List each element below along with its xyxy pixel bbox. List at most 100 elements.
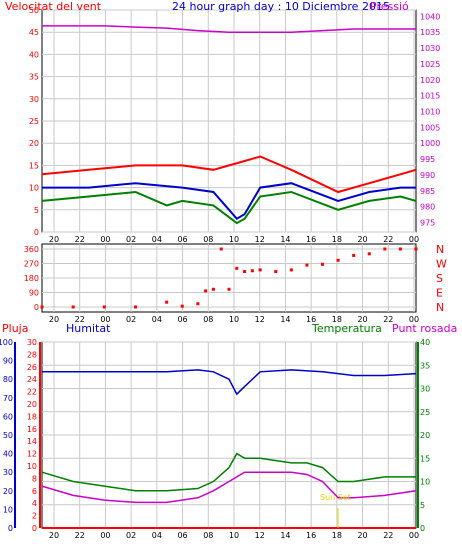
rain-y-tick: 22 (27, 388, 37, 397)
temperature-series (41, 452, 416, 492)
rain-label: Pluja (2, 322, 28, 335)
direction-point (336, 258, 340, 262)
direction-point (243, 270, 247, 274)
direction-point (367, 252, 371, 256)
x-tick-label: 12 (255, 531, 265, 540)
x-tick-label: 12 (255, 235, 265, 244)
direction-point (71, 305, 75, 309)
temperature-y-tick: 5 (420, 501, 425, 510)
direction-point (398, 247, 402, 251)
rain-y-tick: 26 (27, 363, 37, 372)
direction-point (321, 262, 324, 266)
pressure-y-tick: 1035 (420, 28, 440, 37)
x-tick-label: 18 (332, 235, 342, 244)
pressure-label: Pressió (370, 0, 409, 13)
x-tick-label: 20 (49, 315, 59, 324)
direction-point (274, 270, 278, 274)
humidity-y-tick: 60 (3, 412, 13, 421)
direction-point (383, 247, 387, 251)
direction-point (40, 305, 44, 309)
wind-y-tick: 50 (29, 6, 39, 15)
humidity-label: Humitat (66, 322, 111, 335)
x-tick-label: 08 (203, 531, 213, 540)
pressure-y-tick: 1005 (420, 123, 440, 132)
rain-y-tick: 12 (27, 450, 37, 459)
direction-point (352, 253, 356, 257)
direction-point (180, 304, 184, 308)
rain-y-tick: 18 (27, 412, 37, 421)
temperature-y-tick: 0 (420, 524, 425, 533)
wind-y-tick: 5 (34, 206, 39, 215)
rain-y-tick: 2 (32, 512, 37, 521)
x-tick-label: 20 (357, 315, 367, 324)
wind-speed-series (41, 190, 417, 225)
pressure-y-tick: 1015 (420, 92, 440, 101)
direction-point (235, 266, 239, 270)
x-tick-label: 02 (126, 235, 136, 244)
x-tick-label: 06 (177, 531, 187, 540)
rain-y-tick: 20 (27, 400, 37, 409)
wind-y-tick: 10 (29, 184, 39, 193)
rain-y-tick: 6 (32, 487, 37, 496)
rain-y-tick: 14 (27, 437, 37, 446)
rain-y-tick: 16 (27, 425, 37, 434)
temperature-y-tick: 40 (420, 338, 430, 347)
x-tick-label: 06 (177, 315, 187, 324)
direction-point (211, 287, 215, 291)
wind-y-tick: 45 (29, 28, 39, 37)
x-tick-label: 08 (203, 315, 213, 324)
x-tick-label: 10 (229, 315, 239, 324)
temperature-y-tick: 30 (420, 385, 430, 394)
direction-point (196, 302, 200, 306)
x-tick-label: 00 (409, 235, 419, 244)
humidity-y-tick: 10 (3, 505, 13, 514)
compass-tick: S (436, 272, 443, 285)
wind-y-tick: 20 (29, 139, 39, 148)
humidity-y-tick: 30 (3, 468, 13, 477)
pressure-y-tick: 1030 (420, 44, 440, 53)
direction-y-tick: 270 (24, 260, 39, 269)
x-tick-label: 22 (75, 315, 85, 324)
x-tick-label: 02 (126, 531, 136, 540)
x-tick-label: 14 (280, 235, 290, 244)
humidity-y-tick: 70 (3, 394, 13, 403)
x-tick-label: 16 (306, 531, 316, 540)
direction-y-tick: 360 (24, 245, 39, 254)
x-tick-label: 00 (409, 315, 419, 324)
pressure-y-tick: 975 (420, 218, 435, 227)
direction-point (250, 269, 254, 273)
x-tick-label: 22 (383, 235, 393, 244)
wind-y-tick: 35 (29, 73, 39, 82)
wind-average-series (42, 182, 416, 220)
rain-y-tick: 24 (27, 375, 37, 384)
direction-point (289, 268, 293, 272)
x-tick-label: 06 (177, 235, 187, 244)
x-tick-label: 22 (75, 235, 85, 244)
rain-y-tick: 30 (27, 338, 37, 347)
temperature-y-tick: 10 (420, 478, 430, 487)
x-tick-label: 04 (152, 315, 162, 324)
rain-y-tick: 10 (27, 462, 37, 471)
direction-point (258, 268, 262, 272)
temperature-y-tick: 15 (420, 454, 430, 463)
wind-y-tick: 40 (29, 50, 39, 59)
x-tick-label: 20 (49, 235, 59, 244)
x-tick-label: 04 (152, 235, 162, 244)
pressure-y-tick: 985 (420, 187, 435, 196)
x-tick-label: 22 (383, 531, 393, 540)
rain-y-tick: 0 (32, 524, 37, 533)
dew-point-label: Punt rosada (392, 322, 457, 335)
humidity-y-tick: 80 (3, 375, 13, 384)
x-tick-label: 20 (49, 531, 59, 540)
direction-point (305, 263, 309, 267)
dew-point-series (41, 471, 417, 504)
direction-y-tick: 0 (34, 303, 39, 312)
pressure-y-tick: 1020 (420, 76, 440, 85)
humidity-y-tick: 0 (8, 524, 13, 533)
temperature-y-tick: 25 (420, 408, 430, 417)
direction-point (414, 247, 418, 251)
pressure-y-tick: 1000 (420, 139, 440, 148)
x-tick-label: 20 (357, 531, 367, 540)
x-tick-label: 04 (152, 531, 162, 540)
